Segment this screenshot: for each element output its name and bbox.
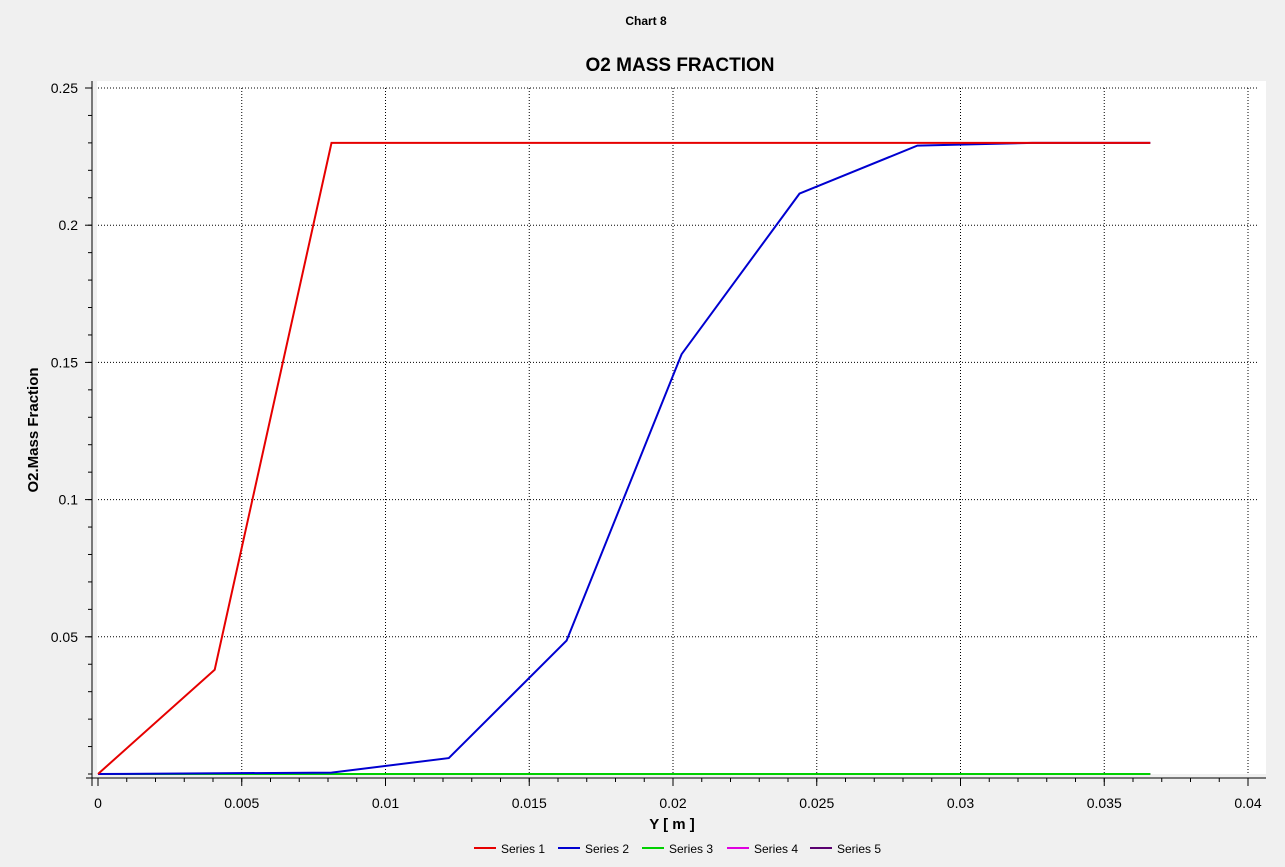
y-tick-label: 0.25 [51,80,78,96]
x-tick-label: 0.005 [224,795,259,811]
legend-label: Series 3 [669,842,713,856]
y-tick-labels: 0.05 0.1 0.15 0.2 0.25 [51,80,78,645]
x-tick-label: 0.035 [1087,795,1122,811]
legend-label: Series 1 [501,842,545,856]
x-tick-label: 0.02 [659,795,686,811]
x-tick-label: 0 [94,795,102,811]
axes [85,81,1266,786]
legend-label: Series 2 [585,842,629,856]
legend: Series 1 Series 2 Series 3 Series 4 Series 5 [474,842,881,856]
x-tick-label: 0.015 [512,795,547,811]
window-title: Chart 8 [625,14,667,28]
legend-label: Series 4 [754,842,798,856]
x-axis-title: Y [ m ] [649,816,695,833]
plot-area [97,81,1266,774]
legend-label: Series 5 [837,842,881,856]
x-tick-label: 0.04 [1234,795,1261,811]
series-lines [97,141,1151,775]
y-tick-label: 0.05 [51,629,78,645]
y-tick-label: 0.1 [59,492,79,508]
grid [98,87,1258,774]
x-tick-labels: 0 0.005 0.01 0.015 0.02 0.025 0.03 0.035 0.04 [94,795,1262,811]
y-tick-label: 0.2 [59,217,79,233]
y-tick-label: 0.15 [51,354,78,370]
chart-title: O2 MASS FRACTION [586,55,775,76]
y-axis-title: O2.Mass Fraction [25,367,42,492]
x-tick-label: 0.025 [799,795,834,811]
x-tick-label: 0.01 [372,795,399,811]
series-line [97,141,1151,775]
x-tick-label: 0.03 [947,795,974,811]
